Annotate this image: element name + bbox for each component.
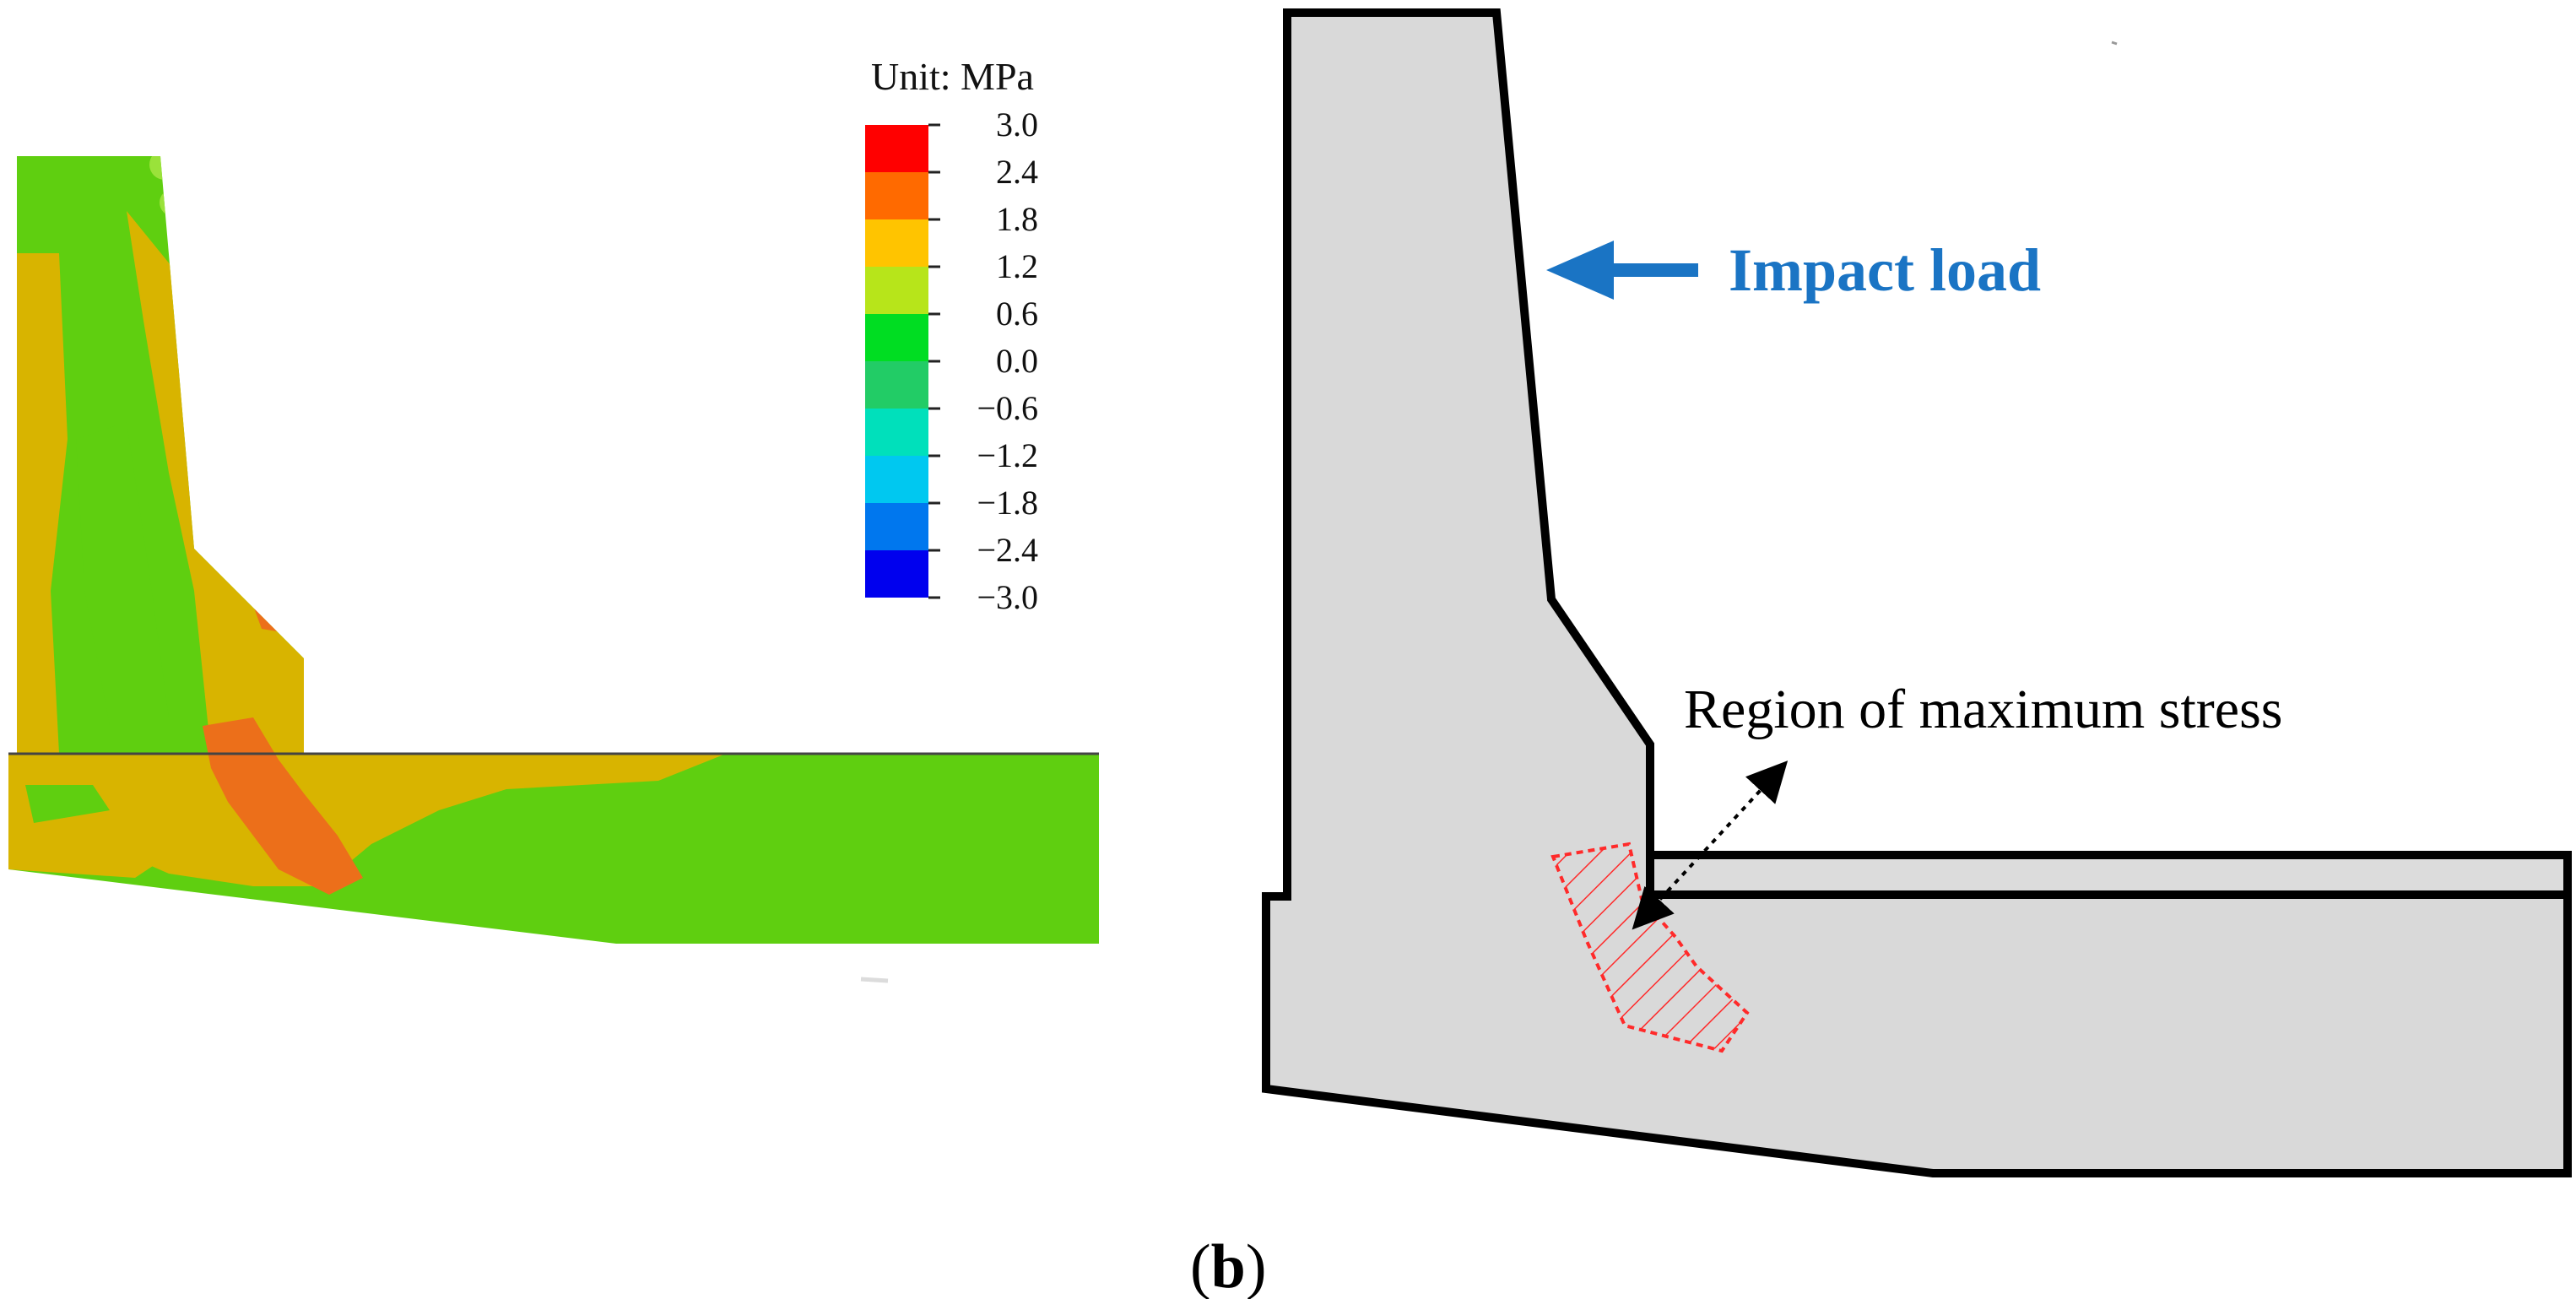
impact-load-label: Impact load (1729, 236, 2041, 304)
impact-load-arrow (1546, 241, 1698, 300)
legend-tick-label: 1.8 (996, 200, 1038, 238)
legend-swatch (865, 125, 928, 172)
panel-label-close: ) (1246, 1232, 1267, 1299)
panel-label-letter: b (1211, 1232, 1246, 1299)
legend-tick-label: −3.0 (977, 578, 1038, 616)
legend-swatch (865, 267, 928, 314)
legend-swatch (865, 219, 928, 267)
legend-swatch (865, 409, 928, 456)
contour-lime-crest-1 (149, 156, 180, 180)
contour-orange-junction (203, 717, 363, 895)
legend-tick-label: −1.2 (977, 436, 1038, 474)
stray-mark-right (2111, 41, 2118, 46)
panel-label: (b) (1190, 1232, 1266, 1299)
contour-lime-crest-2 (160, 189, 187, 216)
legend-tick-label: 3.0 (996, 106, 1038, 143)
retaining-wall-outline (1262, 8, 2572, 1177)
contour-yellow-wall-back (17, 253, 68, 754)
legend-tick-label: −1.8 (977, 484, 1038, 522)
contour-green-patch-2 (25, 785, 110, 823)
top-slab (1646, 851, 2572, 899)
legend-tick-label: 0.0 (996, 342, 1038, 380)
region-label: Region of maximum stress (1684, 679, 2282, 740)
legend-swatch (865, 456, 928, 503)
legend-tick-label: −0.6 (977, 389, 1038, 427)
contour-orange-wall (194, 456, 221, 515)
legend-swatch (865, 361, 928, 409)
schematic-diagram: Impact load Region of maximum stress (1262, 8, 2572, 1177)
legend-swatch (865, 314, 928, 361)
contour-yellow-base (8, 754, 726, 886)
max-stress-region (1550, 842, 1750, 1053)
legend-swatch (865, 172, 928, 219)
color-legend: Unit: MPa 3.0 2.4 1.8 1.2 0.6 0.0 −0.6 −1.2 −1.8… (865, 55, 1038, 616)
legend-swatches (865, 125, 928, 598)
contour-green-patch-1 (76, 422, 169, 726)
region-pointer-arrow (1632, 760, 1789, 930)
legend-title: Unit: MPa (871, 55, 1034, 98)
legend-tick-label: 2.4 (996, 153, 1038, 191)
legend-tick-label: 0.6 (996, 295, 1038, 333)
legend-tick-label: 1.2 (996, 247, 1038, 285)
stress-contour-plot (8, 156, 1099, 944)
legend-swatch (865, 503, 928, 550)
legend-swatch (865, 550, 928, 598)
panel-label-open: ( (1190, 1232, 1211, 1299)
legend-ticks: 3.0 2.4 1.8 1.2 0.6 0.0 −0.6 −1.2 −1.8 −2.4 −3.0 (928, 106, 1038, 616)
legend-tick-label: −2.4 (977, 531, 1038, 569)
stray-mark-left (860, 977, 889, 983)
